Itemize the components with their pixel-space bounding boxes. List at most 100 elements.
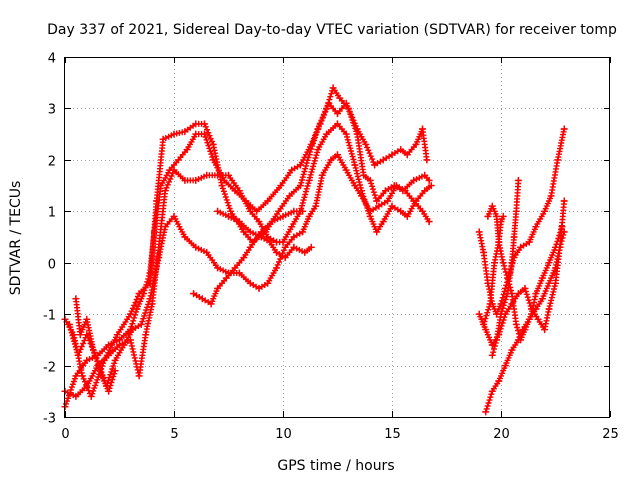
- data-point: [514, 290, 522, 298]
- data-point: [192, 176, 200, 184]
- data-point: [201, 130, 208, 138]
- data-point: [375, 202, 383, 210]
- data-point: [305, 176, 313, 184]
- data-point: [423, 156, 431, 164]
- data-point: [257, 233, 265, 241]
- data-point: [545, 259, 553, 267]
- series-track-6: [214, 207, 315, 262]
- data-point: [192, 120, 200, 128]
- data-point: [222, 274, 230, 282]
- data-point: [534, 315, 542, 323]
- data-point: [161, 223, 169, 231]
- data-point: [207, 300, 215, 308]
- data-point: [488, 387, 496, 395]
- plus-markers: [66, 151, 433, 390]
- series-track-12: [484, 202, 566, 344]
- data-point: [105, 351, 113, 359]
- data-point: [129, 326, 137, 334]
- data-point: [246, 243, 254, 251]
- data-point: [493, 336, 501, 344]
- data-point: [150, 228, 158, 236]
- y-tick-label: 3: [48, 103, 56, 118]
- data-point: [521, 326, 529, 334]
- data-point: [558, 223, 566, 231]
- data-point: [373, 228, 381, 236]
- data-point: [412, 140, 420, 148]
- data-point: [290, 243, 298, 251]
- data-point: [299, 207, 307, 215]
- data-point: [307, 140, 315, 148]
- data-point: [220, 176, 228, 184]
- data-point: [482, 408, 490, 416]
- data-point: [83, 382, 91, 390]
- data-point: [214, 207, 222, 215]
- data-point: [288, 223, 296, 231]
- data-point: [491, 259, 498, 267]
- y-tick-label: -1: [43, 309, 56, 324]
- data-point: [290, 233, 298, 241]
- data-point: [323, 130, 331, 138]
- data-point: [419, 125, 426, 133]
- data-point: [120, 341, 128, 349]
- data-point: [89, 346, 97, 354]
- data-point: [159, 135, 167, 143]
- data-point: [240, 254, 248, 262]
- data-point: [334, 120, 341, 128]
- data-point: [353, 125, 361, 133]
- series-track-4: [65, 151, 433, 390]
- data-point: [495, 377, 503, 385]
- data-point: [142, 331, 150, 339]
- data-point: [373, 197, 381, 205]
- data-point: [72, 392, 80, 400]
- data-point: [379, 218, 387, 226]
- data-point: [486, 300, 494, 308]
- data-point: [279, 212, 287, 220]
- data-point: [181, 233, 189, 241]
- data-point: [255, 284, 263, 292]
- x-tick-label: 10: [275, 427, 292, 442]
- data-point: [146, 295, 154, 303]
- data-point: [87, 392, 95, 400]
- data-point: [161, 187, 169, 195]
- data-point: [314, 146, 322, 154]
- data-point: [508, 259, 516, 267]
- data-point: [541, 207, 549, 215]
- data-point: [83, 356, 91, 364]
- data-point: [253, 207, 261, 215]
- data-point: [512, 207, 520, 215]
- data-point: [209, 140, 217, 148]
- data-point: [83, 315, 91, 323]
- data-point: [329, 84, 337, 92]
- data-point: [235, 187, 243, 195]
- data-point: [541, 326, 549, 334]
- data-point: [174, 156, 182, 164]
- data-point: [181, 128, 189, 136]
- data-point: [192, 130, 200, 138]
- data-point: [246, 279, 254, 287]
- data-point: [495, 238, 503, 246]
- data-point: [425, 176, 433, 184]
- data-point: [397, 207, 405, 215]
- data-point: [379, 156, 387, 164]
- data-point: [133, 305, 141, 313]
- data-point: [560, 228, 568, 236]
- data-point: [497, 310, 505, 318]
- data-point: [552, 264, 559, 272]
- data-point: [296, 161, 304, 169]
- data-point: [281, 254, 289, 262]
- data-point: [264, 197, 272, 205]
- series-track-13: [488, 176, 522, 359]
- data-point: [325, 99, 333, 107]
- data-point: [482, 326, 490, 334]
- data-point: [552, 243, 559, 251]
- y-tick-label: -3: [43, 412, 56, 427]
- data-point: [299, 228, 307, 236]
- data-point: [547, 192, 555, 200]
- data-point: [157, 182, 165, 190]
- data-point: [181, 176, 189, 184]
- y-tick-label: -2: [43, 361, 56, 376]
- data-point: [275, 207, 283, 215]
- data-point: [113, 331, 121, 339]
- data-point: [342, 99, 350, 107]
- data-point: [214, 284, 222, 292]
